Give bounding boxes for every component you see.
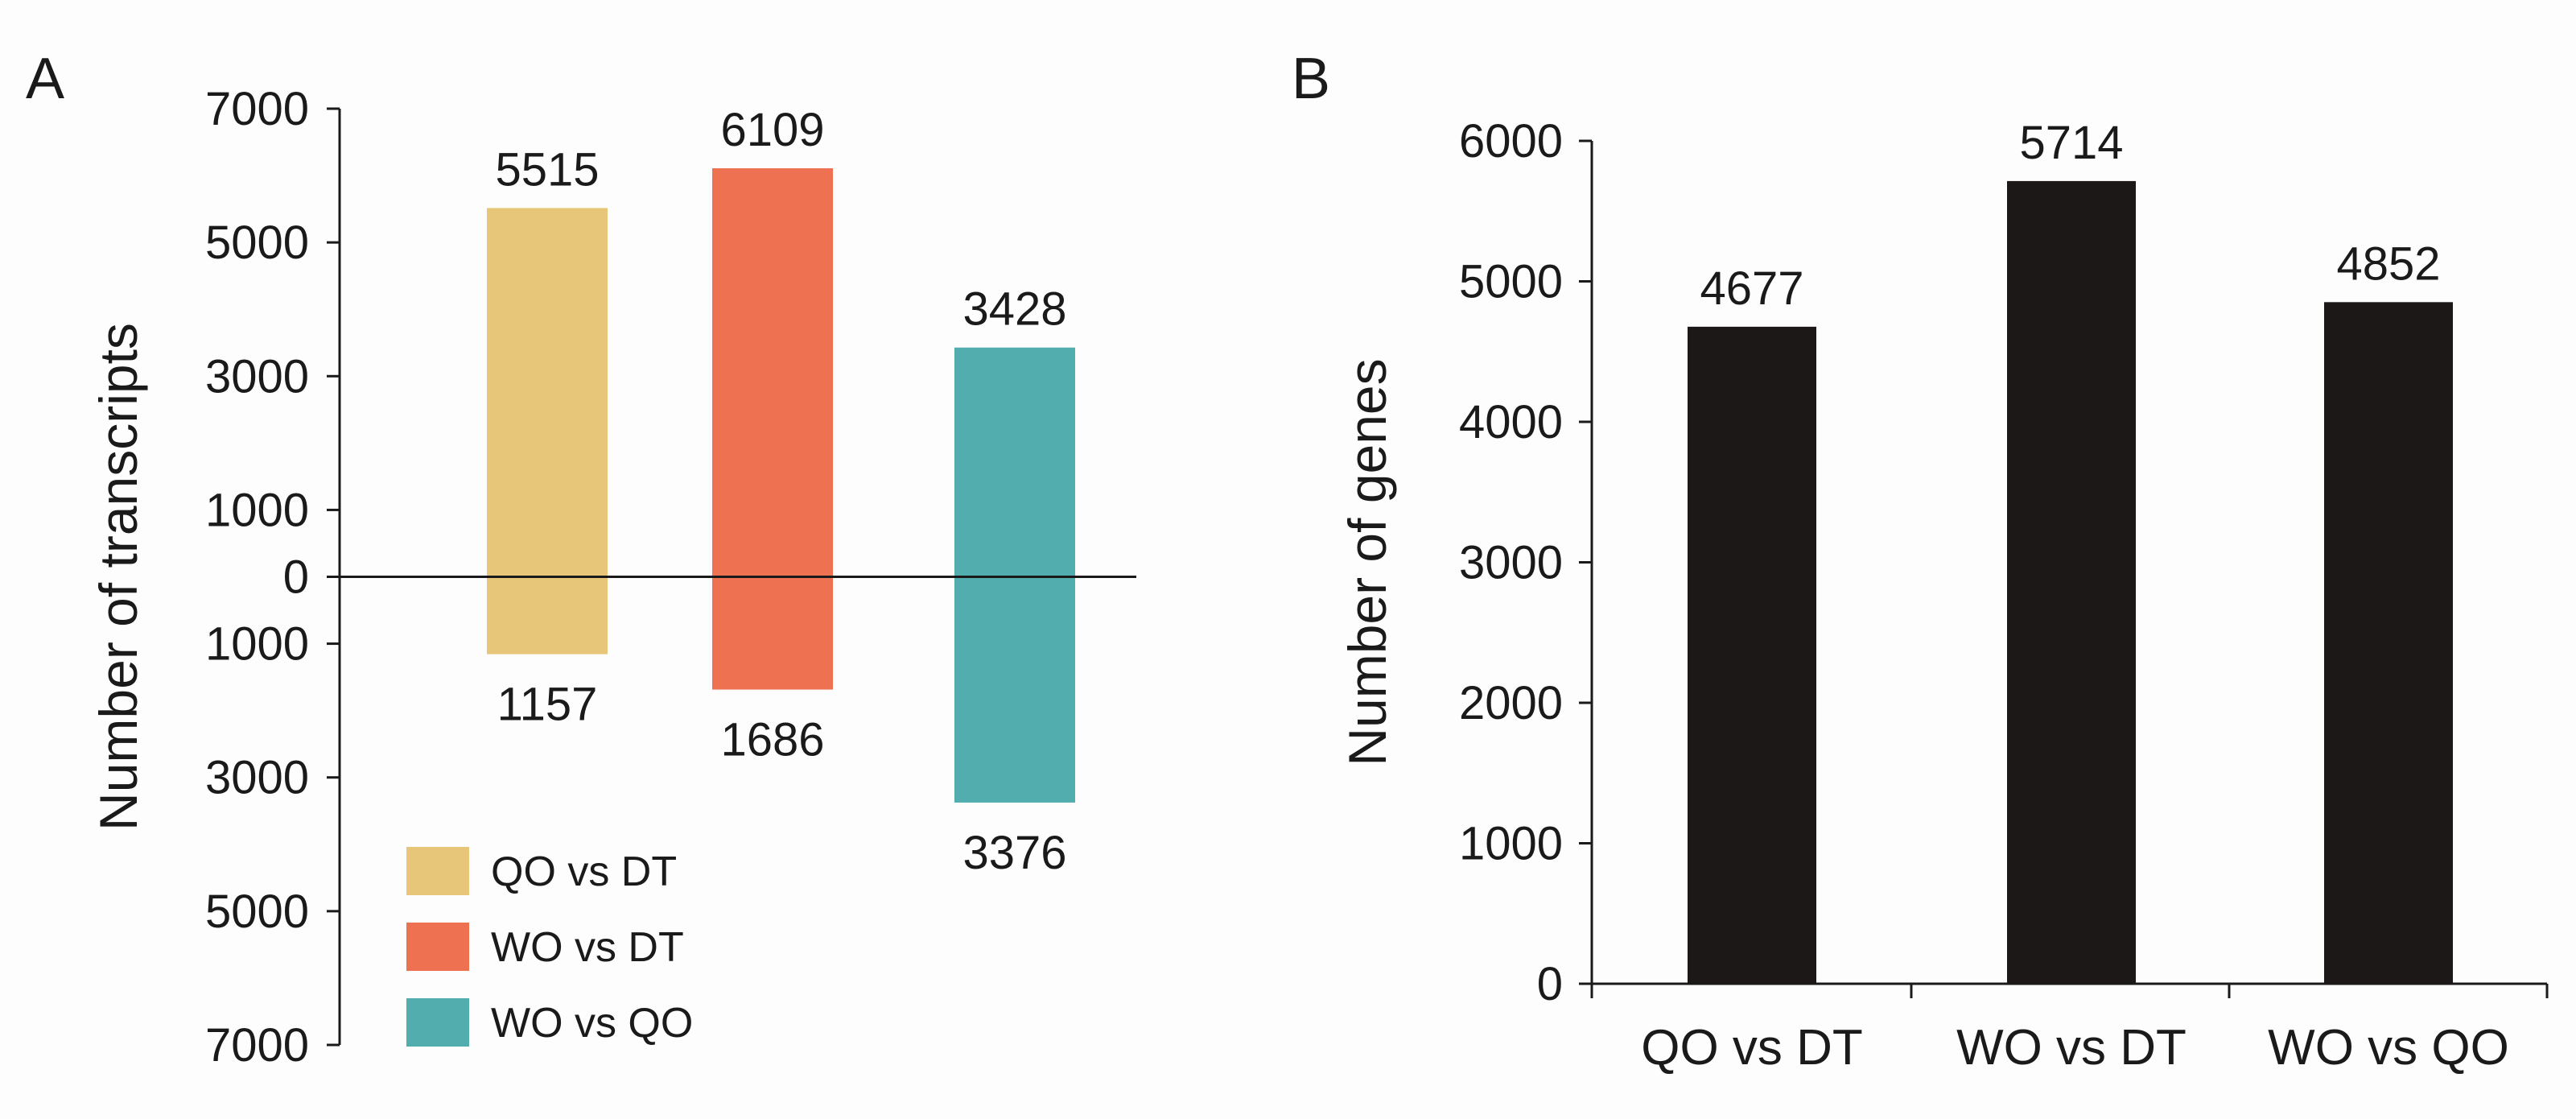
y-tick-label: 3000: [205, 752, 309, 804]
bar-up-3: [954, 347, 1075, 577]
y-tick-label: 6000: [1459, 115, 1563, 167]
bar-up-label: 3428: [962, 283, 1066, 336]
y-tick-label: 4000: [1459, 396, 1563, 448]
y-tick-label: 5000: [205, 886, 309, 938]
y-tick-label: 3000: [1459, 537, 1563, 589]
legend-swatch: [406, 847, 469, 895]
bar-3: [2324, 302, 2453, 984]
y-tick-label: 5000: [1459, 256, 1563, 308]
x-category-label: WO vs QO: [2268, 1020, 2509, 1076]
y-tick-label: 7000: [205, 1019, 309, 1072]
x-category-label: WO vs DT: [1956, 1020, 2187, 1076]
legend-label: QO vs DT: [491, 849, 677, 895]
panel-letter-b: B: [1292, 47, 1330, 111]
y-tick-label: 7000: [205, 83, 309, 135]
panel-letter-a: A: [26, 47, 64, 111]
y-tick-label: 1000: [205, 618, 309, 671]
y-axis-title: Number of transcripts: [89, 323, 148, 831]
bar-value-label: 4852: [2336, 237, 2440, 290]
legend-label: WO vs QO: [491, 1000, 693, 1047]
bar-2: [2007, 180, 2136, 985]
x-category-label: QO vs DT: [1641, 1020, 1863, 1076]
y-tick-label: 0: [283, 551, 309, 604]
bar-up-label: 6109: [720, 104, 824, 156]
y-tick-label: 5000: [205, 217, 309, 269]
legend-swatch: [406, 998, 469, 1047]
bar-1: [1688, 326, 1816, 984]
bar-down-label: 3376: [962, 827, 1066, 879]
y-tick-label: 1000: [1459, 818, 1563, 870]
bar-down-3: [954, 576, 1075, 803]
y-tick-label: 0: [1537, 958, 1563, 1010]
y-tick-label: 2000: [1459, 677, 1563, 729]
bar-down-2: [712, 576, 833, 690]
y-tick-label: 3000: [205, 350, 309, 403]
legend-label: WO vs DT: [491, 924, 684, 971]
y-axis-title: Number of genes: [1337, 358, 1397, 766]
y-tick-label: 1000: [205, 484, 309, 536]
bar-up-2: [712, 168, 833, 577]
legend-swatch: [406, 923, 469, 971]
panel-b: B 0 1000 2000 3000 4000 5000 6000 Number of gene…: [1292, 47, 2549, 1076]
panel-a: A 7000 5000 3000 1000 0 1000 3000 5000 7000 Number…: [26, 47, 1136, 1072]
bar-down-1: [487, 576, 608, 654]
bar-value-label: 5714: [2019, 117, 2123, 169]
bar-down-label: 1157: [497, 679, 598, 731]
bar-up-1: [487, 208, 608, 577]
bar-up-label: 5515: [495, 143, 599, 196]
bar-down-label: 1686: [720, 714, 824, 766]
bar-value-label: 4677: [1700, 262, 1803, 315]
